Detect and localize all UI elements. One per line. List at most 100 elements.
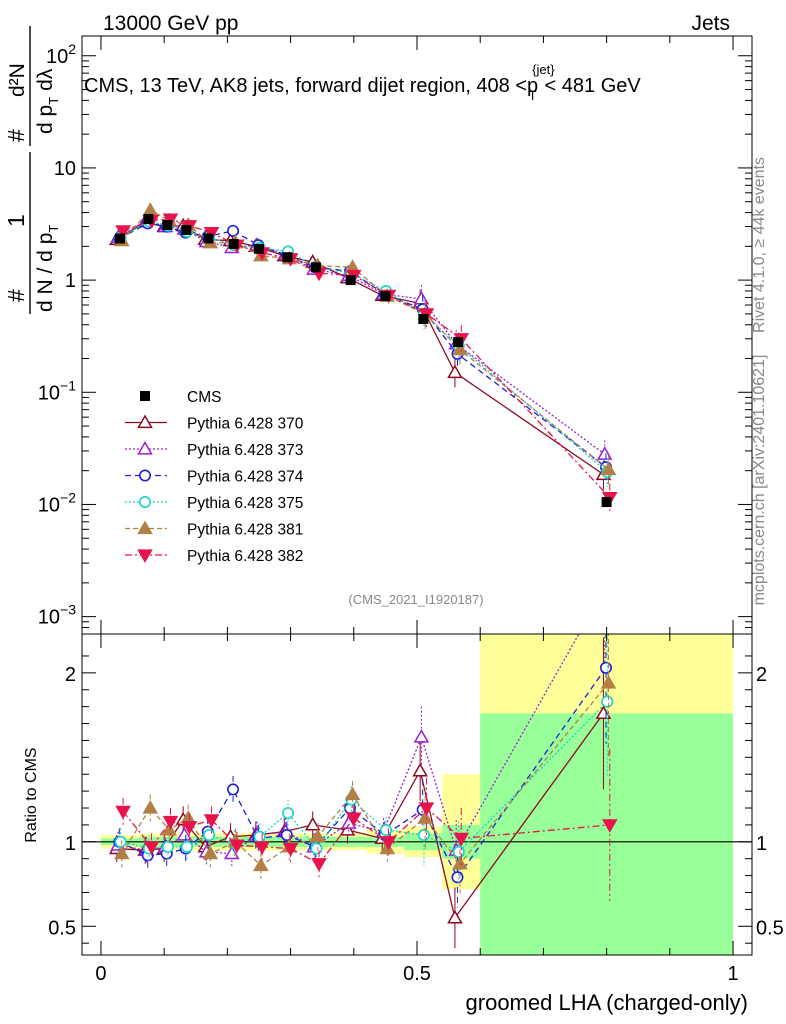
ratio-point-6 (254, 841, 270, 855)
ratio-point-2 (413, 729, 430, 743)
plot-title-tail: < 481 GeV (545, 75, 642, 97)
ratio-point-6 (453, 832, 470, 847)
legend-marker-4 (139, 495, 152, 508)
series-point-1 (447, 364, 463, 379)
mcplots-label: mcplots.cern.ch [arXiv:2401.10621] (751, 355, 768, 606)
ylabel-den-dn: d N / d p (34, 233, 57, 312)
ratio-point-6 (115, 805, 131, 820)
ratio-point-1 (595, 705, 612, 720)
ratio-point-4 (282, 807, 295, 820)
top-y-tick-base: 10 (38, 382, 60, 404)
series-point-2 (596, 446, 613, 460)
ratio-point-5 (114, 845, 130, 860)
cms-data-point (181, 224, 192, 235)
plot-title-main: CMS, 13 TeV, AK8 jets, forward dijet reg… (84, 75, 527, 97)
ratio-y-label: Ratio to CMS (23, 747, 40, 842)
ratio-point-4 (417, 829, 430, 842)
ylabel-den-sub: T (46, 225, 61, 233)
ratio-y-tick-label-left: 1 (65, 833, 76, 855)
rivet-version-label: Rivet 4.1.0, ≥ 44k events (751, 157, 768, 333)
ratio-point-1 (304, 816, 321, 831)
ylabel-frac2-den-dp: d p (34, 105, 57, 134)
legend-label-1: Pythia 6.428 370 (187, 416, 304, 433)
legend-marker-2 (137, 440, 153, 455)
legend-marker-5 (137, 520, 153, 535)
series-point-6 (203, 226, 220, 241)
legend-marker-cms (140, 391, 150, 401)
legend-marker-1 (137, 414, 153, 429)
ylabel-frac2-den-tail: dλ (34, 68, 57, 91)
ylabel-hash1: # (3, 289, 29, 302)
series-point-5 (600, 461, 617, 476)
ratio-point-2 (224, 845, 240, 860)
cms-data-point (601, 497, 612, 508)
ratio-series-group (108, 634, 618, 949)
top-frame (81, 35, 753, 635)
ratio-point-6 (181, 820, 198, 835)
cms-data-point (282, 252, 293, 263)
ratio-band-green (480, 713, 734, 955)
cms-data-point (418, 314, 429, 325)
ratio-point-6 (162, 815, 179, 830)
series-point-5 (452, 341, 468, 356)
ratio-point-3 (599, 661, 612, 674)
plot-title-sup: {jet} (532, 62, 555, 77)
legend-label-6: Pythia 6.428 382 (187, 548, 303, 565)
series-point-2 (413, 290, 430, 305)
top-y-tick-label: 10−2 (38, 489, 76, 516)
ratio-point-6 (203, 814, 220, 828)
ratio-y-tick-label-right: 1 (756, 833, 767, 855)
x-tick-label: 0 (95, 963, 106, 985)
ratio-point-2 (176, 827, 193, 841)
top-y-tick-exp: 2 (68, 41, 76, 57)
cms-data-layer (114, 214, 612, 508)
x-axis-tick-labels: 0 0.5 1 (95, 963, 738, 985)
legend-marker-6 (137, 549, 153, 564)
ratio-point-5 (253, 857, 269, 872)
ratio-point-4 (114, 835, 127, 848)
series-point-6 (162, 213, 179, 228)
cms-data-point (380, 291, 391, 302)
ratio-point-5 (161, 821, 178, 836)
ratio-point-5 (379, 840, 396, 855)
ratio-panel: 0.5 0.5 1 1 2 2 (48, 633, 784, 956)
ratio-point-1 (412, 762, 428, 777)
plot-title-sub: T (529, 88, 537, 103)
ratio-point-6 (143, 841, 160, 855)
ratio-y-tick-label-left: 0.5 (48, 917, 76, 939)
ratio-point-6 (346, 812, 362, 827)
ratio-point-5 (452, 855, 468, 870)
ratio-point-6 (229, 839, 245, 854)
ratio-y-tick-label-right: 0.5 (756, 917, 784, 939)
cms-data-point (162, 219, 173, 230)
ratio-point-6 (311, 858, 327, 872)
legend-label-2: Pythia 6.428 373 (187, 442, 303, 459)
ratio-point-4 (452, 845, 465, 858)
ratio-point-4 (180, 840, 193, 853)
plot-title: CMS, 13 TeV, AK8 jets, forward dijet reg… (84, 62, 641, 103)
legend-label-cms: CMS (187, 389, 221, 406)
series-point-3 (227, 224, 240, 237)
cms-data-point (143, 214, 154, 225)
ratio-point-6 (418, 802, 435, 817)
top-y-tick-exp: −3 (60, 602, 76, 618)
series-point-5 (142, 202, 159, 216)
top-y-tick-base: 10 (38, 494, 60, 516)
cms-data-point (453, 337, 464, 348)
ratio-point-5 (309, 828, 326, 843)
top-series-layer (108, 202, 618, 513)
ratio-line-4 (120, 701, 608, 853)
x-tick-label: 0.5 (403, 963, 431, 985)
top-y-tick-label: 1 (65, 270, 76, 292)
ylabel-den: d N / d pT (34, 225, 61, 312)
ratio-series-layer (108, 634, 618, 949)
ratio-point-5 (142, 800, 159, 814)
legend: CMS Pythia 6.428 370 Pythia 6.428 373 Pythi… (125, 389, 304, 565)
top-y-tick-label: 10−3 (38, 602, 76, 629)
series-point-6 (115, 225, 131, 239)
cms-data-point (228, 238, 239, 249)
legend-label-5: Pythia 6.428 381 (187, 522, 303, 539)
